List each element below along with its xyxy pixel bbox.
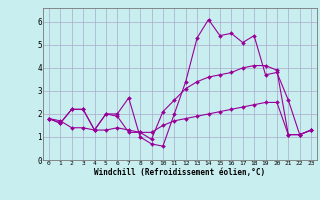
X-axis label: Windchill (Refroidissement éolien,°C): Windchill (Refroidissement éolien,°C) [94, 168, 266, 177]
